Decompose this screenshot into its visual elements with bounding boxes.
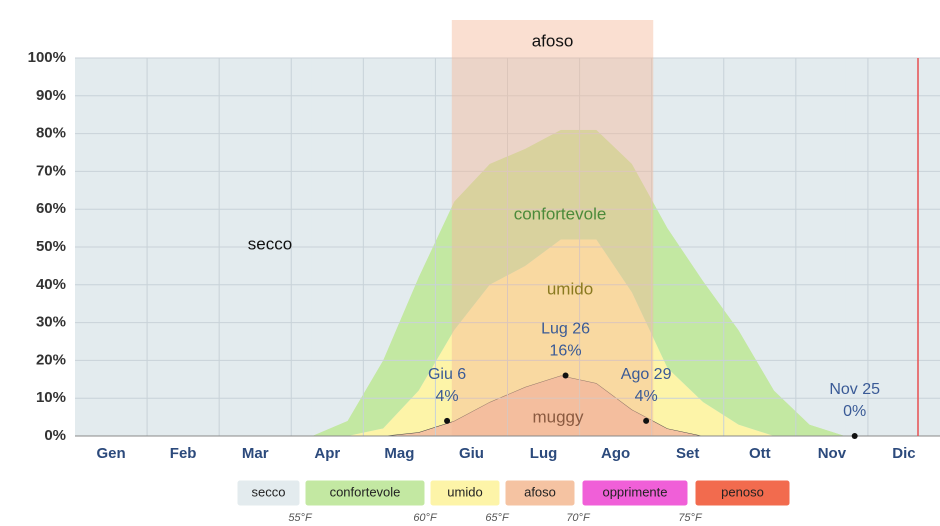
legend-label: afoso <box>524 484 556 499</box>
point-value-label: 4% <box>436 388 459 405</box>
x-tick-label: Set <box>676 445 699 462</box>
legend-label: umido <box>447 484 482 499</box>
legend-label: penoso <box>721 484 764 499</box>
legend-swatch <box>236 479 301 507</box>
band-label: afoso <box>532 31 574 50</box>
y-tick-label: 70% <box>36 162 66 179</box>
y-tick-label: 40% <box>36 276 66 293</box>
point-value-label: 4% <box>635 388 658 405</box>
y-tick-label: 20% <box>36 351 66 368</box>
x-tick-label: Nov <box>818 445 847 462</box>
scale-label: 75°F <box>678 512 703 524</box>
legend-swatch <box>304 479 426 507</box>
y-tick-label: 0% <box>44 427 66 444</box>
point <box>562 372 569 379</box>
y-tick-label: 10% <box>36 389 66 406</box>
x-tick-label: Giu <box>459 445 484 462</box>
x-tick-label: Mag <box>384 445 414 462</box>
point-label: Ago 29 <box>621 366 672 383</box>
x-tick-label: Gen <box>96 445 125 462</box>
point-label: Nov 25 <box>829 381 880 398</box>
point-value-label: 0% <box>843 403 866 420</box>
area-confortevole <box>311 129 846 436</box>
area-afoso <box>311 375 846 436</box>
area-umido <box>311 239 846 436</box>
legend-label: secco <box>252 484 286 499</box>
legend-swatch <box>581 479 689 507</box>
x-tick-label: Mar <box>242 445 269 462</box>
y-tick-label: 100% <box>28 49 66 66</box>
x-tick-label: Ott <box>749 445 771 462</box>
legend-label: confortevole <box>330 484 401 499</box>
annotation: confortevole <box>514 204 607 223</box>
x-tick-label: Ago <box>601 445 630 462</box>
point <box>643 417 650 424</box>
x-tick-label: Feb <box>170 445 197 462</box>
point <box>444 417 451 424</box>
x-tick-label: Dic <box>892 445 915 462</box>
y-tick-label: 80% <box>36 125 66 142</box>
annotation: umido <box>547 279 593 298</box>
scale-label: 65°F <box>485 512 510 524</box>
scale-label: 55°F <box>288 512 313 524</box>
point <box>851 433 858 439</box>
legend-swatch <box>504 479 576 507</box>
y-tick-label: 30% <box>36 314 66 331</box>
annotation: secco <box>248 234 292 253</box>
x-tick-label: Lug <box>530 445 558 462</box>
point-value-label: 16% <box>550 343 582 360</box>
y-tick-label: 90% <box>36 87 66 104</box>
scale-label: 70°F <box>566 512 591 524</box>
afoso-band <box>451 20 654 436</box>
point-label: Lug 26 <box>541 321 590 338</box>
point-label: Giu 6 <box>428 366 466 383</box>
area-secco <box>311 58 846 436</box>
x-tick-label: Apr <box>314 445 340 462</box>
y-tick-label: 60% <box>36 200 66 217</box>
legend-label: opprimente <box>602 484 667 499</box>
annotation: muggy <box>532 407 584 426</box>
legend-swatch <box>694 479 791 507</box>
scale-label: 60°F <box>413 512 438 524</box>
legend-swatch <box>429 479 501 507</box>
y-tick-label: 50% <box>36 238 66 255</box>
